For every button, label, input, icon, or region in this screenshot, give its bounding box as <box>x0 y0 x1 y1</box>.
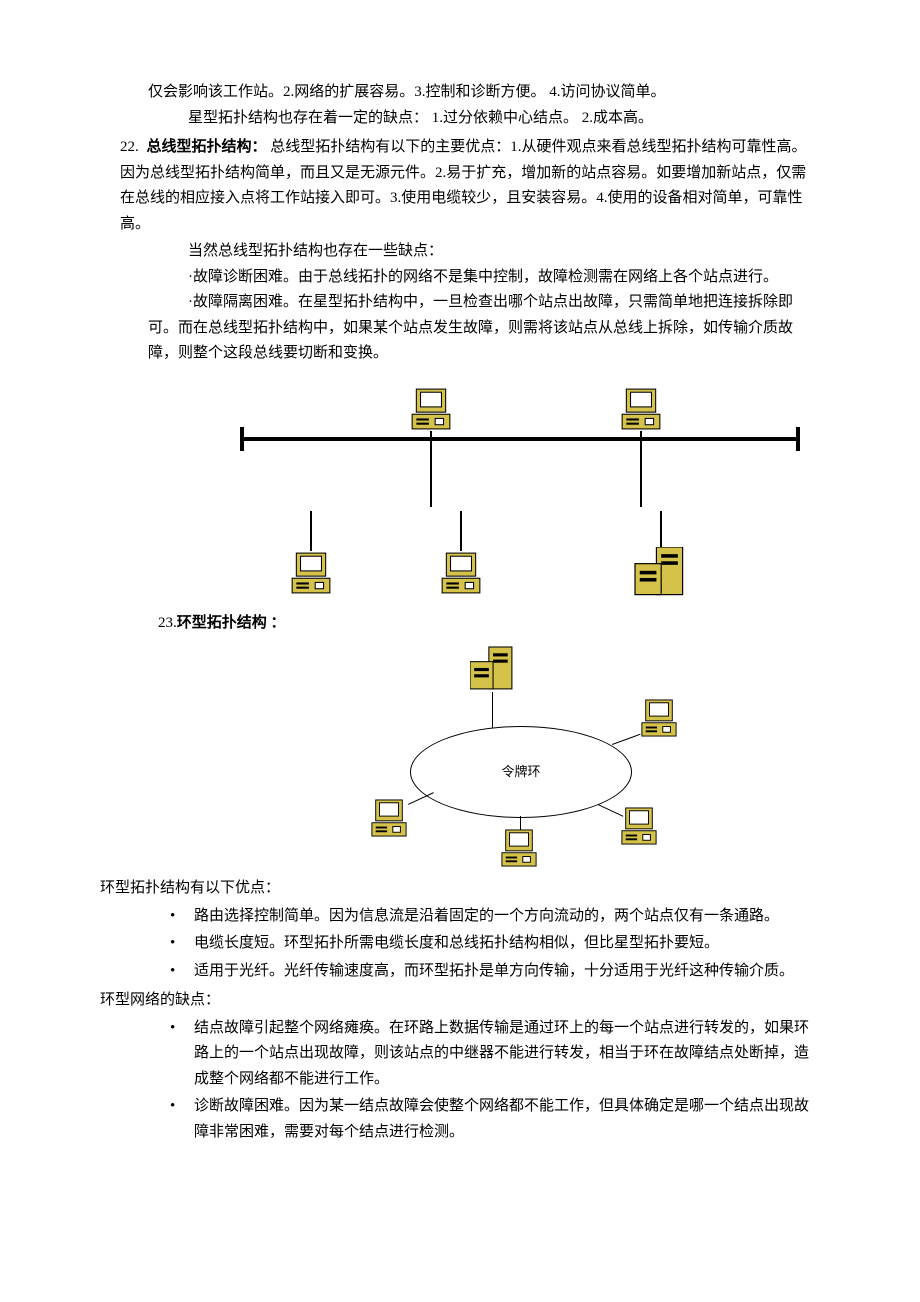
ring-diagram: 令牌环 <box>350 646 690 866</box>
ring-connector <box>492 692 493 728</box>
pc-icon <box>440 551 482 595</box>
pc-icon <box>640 696 678 740</box>
bullet-icon: • <box>170 1094 194 1120</box>
ring-adv-list: •路由选择控制简单。因为信息流是沿着固定的一个方向流动的，两个站点仅有一条通路。… <box>100 904 820 985</box>
server-icon <box>470 646 514 692</box>
list-text: 路由选择控制简单。因为信息流是沿着固定的一个方向流动的，两个站点仅有一条通路。 <box>194 904 820 930</box>
pc-icon <box>290 551 332 595</box>
star-continuation: 仅会影响该工作站。2.网络的扩展容易。3.控制和诊断方便。 4.访问协议简单。 <box>100 80 820 106</box>
bus-title: 总线型拓扑结构： <box>147 139 267 155</box>
ring-number: 23. <box>158 615 177 631</box>
server-icon <box>634 547 686 597</box>
pc-icon <box>370 796 408 840</box>
bullet-icon: • <box>170 931 194 957</box>
list-item: •路由选择控制简单。因为信息流是沿着固定的一个方向流动的，两个站点仅有一条通路。 <box>170 904 820 930</box>
ring-adv-intro: 环型拓扑结构有以下优点： <box>100 876 820 902</box>
ring-heading: 23.环型拓扑结构 ： <box>100 611 820 637</box>
pc-icon <box>410 387 452 431</box>
bus-drop <box>660 511 662 551</box>
list-text: 电缆长度短。环型拓扑所需电缆长度和总线拓扑结构相似，但比星型拓扑要短。 <box>194 931 820 957</box>
list-item: •电缆长度短。环型拓扑所需电缆长度和总线拓扑结构相似，但比星型拓扑要短。 <box>170 931 820 957</box>
ring-label: 令牌环 <box>501 761 540 783</box>
bus-section: 22. 总线型拓扑结构： 总线型拓扑结构有以下的主要优点：1.从硬件观点来看总线… <box>100 135 820 237</box>
ring-title: 环型拓扑结构 ： <box>177 615 286 631</box>
ring-dis-list: •结点故障引起整个网络瘫痪。在环路上数据传输是通过环上的每一个站点进行转发的，如… <box>100 1016 820 1146</box>
bus-line <box>240 437 800 441</box>
pc-icon <box>620 804 658 848</box>
bus-diagram <box>240 437 800 441</box>
pc-icon <box>620 387 662 431</box>
bus-drop <box>460 511 462 551</box>
list-text: 诊断故障困难。因为某一结点故障会使整个网络都不能工作，但具体确定是哪一个结点出现… <box>194 1094 820 1145</box>
star-drawbacks: 星型拓扑结构也存在着一定的缺点： 1.过分依赖中心结点。 2.成本高。 <box>100 106 820 132</box>
ring-connector <box>520 816 521 830</box>
list-item: •结点故障引起整个网络瘫痪。在环路上数据传输是通过环上的每一个站点进行转发的，如… <box>170 1016 820 1093</box>
list-item: •诊断故障困难。因为某一结点故障会使整个网络都不能工作，但具体确定是哪一个结点出… <box>170 1094 820 1145</box>
list-text: 适用于光纤。光纤传输速度高，而环型拓扑是单方向传输，十分适用于光纤这种传输介质。 <box>194 959 820 985</box>
bus-d1: ·故障诊断困难。由于总线拓扑的网络不是集中控制，故障检测需在网络上各个站点进行。 <box>100 265 820 291</box>
bullet-icon: • <box>170 959 194 985</box>
bus-drop <box>640 431 642 507</box>
bus-drop <box>310 511 312 551</box>
list-item: •适用于光纤。光纤传输速度高，而环型拓扑是单方向传输，十分适用于光纤这种传输介质… <box>170 959 820 985</box>
bus-drop <box>430 431 432 507</box>
ring-connector <box>612 734 641 745</box>
pc-icon <box>500 826 538 870</box>
bus-drawback-intro: 当然总线型拓扑结构也存在一些缺点： <box>100 239 820 265</box>
bullet-icon: • <box>170 1016 194 1042</box>
bullet-icon: • <box>170 904 194 930</box>
list-text: 结点故障引起整个网络瘫痪。在环路上数据传输是通过环上的每一个站点进行转发的，如果… <box>194 1016 820 1093</box>
bus-d2: ·故障隔离困难。在星型拓扑结构中，一旦检查出哪个站点出故障，只需简单地把连接拆除… <box>100 290 820 367</box>
bus-number: 22. <box>120 139 139 155</box>
ring-dis-intro: 环型网络的缺点： <box>100 988 820 1014</box>
